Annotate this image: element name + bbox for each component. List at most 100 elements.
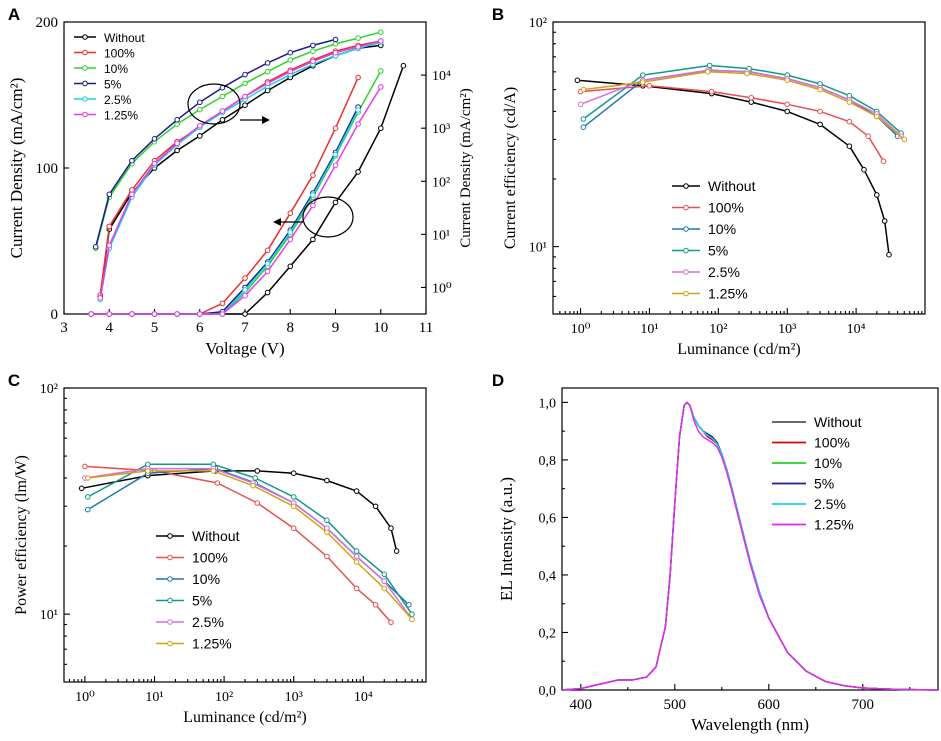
annotation-arrowhead: [273, 218, 281, 226]
data-point: [577, 101, 584, 108]
data-point: [287, 57, 294, 63]
data-point: [846, 143, 853, 149]
data-point: [264, 289, 271, 296]
legend-marker: [167, 554, 173, 561]
data-point: [846, 99, 853, 105]
legend-marker: [82, 34, 88, 40]
data-point: [219, 311, 226, 317]
y2-axis-label: Current Density (mA/cm²): [458, 88, 474, 247]
legend-marker: [167, 640, 173, 647]
legend-entry: 5%: [192, 593, 212, 609]
data-point: [332, 199, 339, 206]
data-point: [197, 99, 203, 106]
legend-entry: 1.25%: [192, 636, 232, 652]
data-point: [106, 242, 113, 249]
x-tick-label: 10¹: [640, 322, 658, 337]
x-axis-label: Luminance (cd/m²): [677, 341, 800, 358]
legend-marker: [82, 49, 88, 56]
data-point: [106, 311, 113, 317]
data-point: [290, 494, 297, 500]
x-tick-label: 10²: [215, 690, 233, 705]
data-point: [355, 44, 361, 50]
data-point: [290, 470, 297, 477]
data-point: [242, 287, 248, 293]
data-point: [378, 29, 384, 36]
data-point: [106, 191, 113, 198]
data-point: [310, 42, 316, 49]
data-point: [580, 116, 587, 122]
data-point: [264, 247, 271, 254]
data-point: [264, 80, 271, 87]
y-axis-label: Current Density (mA/cm²): [7, 78, 26, 259]
y-tick-label: 10¹: [40, 608, 58, 623]
legend-entry: Without: [814, 414, 862, 430]
data-point: [97, 295, 103, 301]
data-point: [874, 113, 880, 120]
legend-entry: 1.25%: [814, 517, 854, 533]
data-point: [646, 83, 653, 89]
data-point: [242, 292, 248, 299]
data-point: [174, 147, 180, 154]
legend-marker: [167, 533, 173, 539]
data-point: [92, 244, 99, 250]
data-point: [881, 218, 888, 224]
y-axis-label: Power efficiency (lm/W): [13, 455, 30, 615]
data-point: [817, 86, 823, 93]
data-point: [353, 553, 360, 560]
data-point: [310, 172, 316, 178]
series-linear-10%: [94, 31, 381, 249]
x-tick-label: 10³: [285, 690, 303, 705]
legend-entry: 100%: [104, 47, 135, 61]
x-tick-label: 6: [196, 320, 204, 336]
legend-marker: [82, 111, 88, 118]
y-tick-label: 0,8: [539, 454, 557, 469]
data-point: [784, 101, 791, 108]
x-tick-label: 10⁰: [75, 690, 95, 705]
data-point: [174, 117, 180, 123]
x-tick-label: 400: [570, 697, 593, 713]
plot-frame: [561, 387, 939, 691]
data-point: [310, 58, 316, 65]
data-point: [355, 107, 361, 113]
legend-marker: [167, 597, 173, 604]
x-tick-label: 10²: [709, 322, 727, 337]
legend-marker: [167, 576, 173, 582]
data-point: [145, 468, 151, 474]
data-point: [378, 125, 384, 131]
data-point: [332, 36, 339, 43]
data-point: [252, 475, 258, 481]
data-point: [197, 122, 203, 129]
y2-tick-label: 10⁰: [432, 281, 452, 296]
data-point: [287, 236, 294, 243]
data-point: [242, 102, 248, 108]
legend-marker: [82, 96, 88, 102]
data-point: [310, 202, 316, 209]
legend-entry: 5%: [814, 476, 834, 492]
data-point: [324, 477, 330, 484]
x-tick-label: 600: [758, 697, 781, 713]
annotation-ellipse-linear: [187, 83, 241, 125]
data-point: [748, 94, 755, 101]
data-point: [85, 494, 91, 500]
data-point: [708, 88, 715, 95]
data-point: [242, 275, 248, 281]
x-tick-label: 10⁰: [571, 322, 591, 337]
y2-tick-label: 10³: [432, 122, 450, 137]
data-point: [381, 571, 388, 578]
y-tick-label: 10²: [529, 16, 547, 31]
data-point: [264, 260, 271, 267]
x-tick-label: 9: [332, 320, 340, 336]
legend-marker: [167, 619, 173, 625]
data-point: [355, 35, 361, 41]
data-point: [324, 517, 330, 524]
data-point: [817, 108, 823, 115]
x-tick-label: 10⁴: [847, 322, 866, 337]
data-point: [219, 93, 226, 100]
legend-marker: [683, 204, 689, 211]
panel-label: C: [8, 371, 20, 390]
data-point: [355, 121, 361, 127]
data-point: [901, 136, 908, 143]
data-point: [388, 619, 394, 626]
legend-entry: 100%: [708, 200, 744, 216]
